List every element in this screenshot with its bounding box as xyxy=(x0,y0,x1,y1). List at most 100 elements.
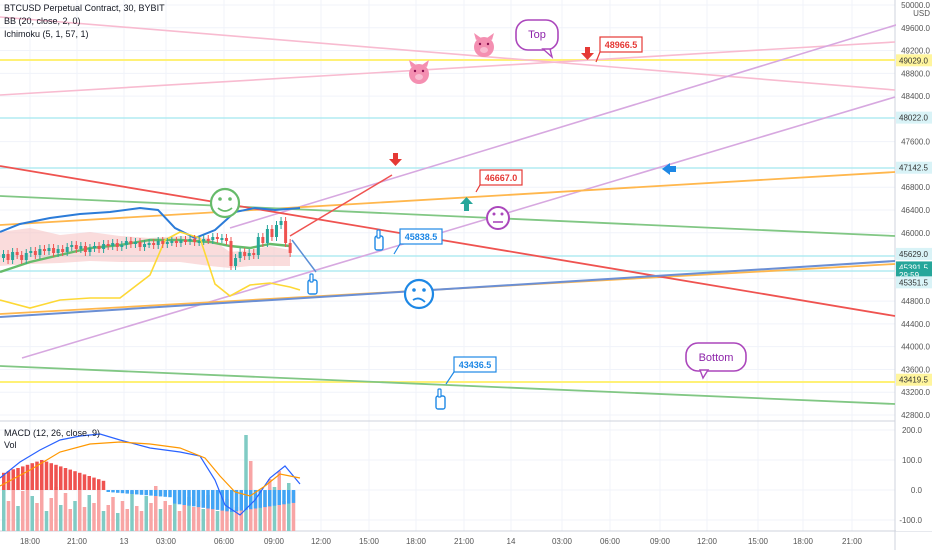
hand-pointer-icon[interactable] xyxy=(435,388,446,410)
projection-arrow-down[interactable] xyxy=(291,239,317,273)
candle-body xyxy=(6,254,10,260)
trend-lines xyxy=(0,13,932,405)
candle-body xyxy=(24,253,28,260)
volume-bar xyxy=(291,491,296,531)
trendline-red[interactable] xyxy=(0,165,896,317)
candle-body xyxy=(20,255,24,260)
candle-body xyxy=(120,245,124,247)
confused-face-icon[interactable] xyxy=(403,278,435,310)
neutral-face-icon[interactable] xyxy=(486,206,510,230)
vol-indicator-label[interactable]: Vol xyxy=(4,440,17,450)
price-note[interactable]: 48966.5 xyxy=(595,36,643,63)
price-note[interactable]: 45838.5 xyxy=(393,228,443,255)
macd-histogram-bar xyxy=(44,461,49,490)
ichimoku-indicator-label[interactable]: Ichimoku (5, 1, 57, 1) xyxy=(4,29,89,39)
candle-body xyxy=(224,238,228,241)
price-note[interactable]: 43436.5 xyxy=(445,356,497,385)
smiley-face-icon[interactable] xyxy=(209,187,241,219)
time-tick-label: 12:00 xyxy=(311,537,332,546)
candle-body xyxy=(147,243,151,245)
macd-indicator-label[interactable]: MACD (12, 26, close, 9) xyxy=(4,428,101,438)
pig-icon[interactable] xyxy=(474,33,494,57)
macd-histogram-bar xyxy=(87,476,91,490)
macd-histogram-bar xyxy=(192,490,196,507)
candle-body xyxy=(261,237,265,243)
projection-arrow-up[interactable] xyxy=(289,174,393,237)
price-tag-yellow xyxy=(896,54,932,67)
macd-histogram-bar xyxy=(196,490,201,508)
time-axis[interactable]: 18:00 21:00 13 03:00 06:00 09:00 12:00 15:00 18:… xyxy=(20,537,863,546)
trendline-blue[interactable] xyxy=(0,260,896,318)
candle-body xyxy=(61,249,65,252)
horizontal-levels xyxy=(0,59,895,383)
volume-bar xyxy=(35,503,39,531)
macd-histogram-bar xyxy=(187,490,191,506)
candle-body xyxy=(197,241,201,243)
time-tick-label: 03:00 xyxy=(156,537,177,546)
candle-body xyxy=(79,246,83,249)
price-note-label: 48966.5 xyxy=(605,40,638,50)
symbol-title[interactable]: BTCUSD Perpetual Contract, 30, BYBIT xyxy=(4,3,165,13)
volume-bar xyxy=(101,511,106,531)
volume-bar xyxy=(263,491,267,531)
candle-body xyxy=(252,253,256,255)
price-tag-cyan xyxy=(896,161,932,174)
volume-bar xyxy=(111,497,115,531)
volume-bar xyxy=(135,506,139,531)
volume-bar xyxy=(73,501,77,531)
pig-icon[interactable] xyxy=(409,60,429,84)
macd-histogram-bar xyxy=(106,490,110,492)
macd-histogram-bar xyxy=(291,490,296,503)
trendline-green-mid[interactable] xyxy=(0,195,896,237)
price-tag-label: 45629.0 xyxy=(899,250,928,259)
bollinger-lower xyxy=(0,231,301,309)
volume-bar xyxy=(196,501,201,531)
top-callout[interactable]: Top xyxy=(515,19,559,60)
volume-bar xyxy=(282,501,286,531)
candle-body xyxy=(188,239,192,241)
candle-body xyxy=(211,237,215,240)
candle-body xyxy=(111,243,115,246)
candle-body xyxy=(74,245,78,249)
volume-bar xyxy=(106,505,110,531)
macd-histogram-bar xyxy=(158,490,163,497)
trendline-orange[interactable] xyxy=(0,171,896,226)
arrow-up-icon[interactable] xyxy=(460,197,473,211)
time-tick-label: 21:00 xyxy=(842,537,863,546)
arrow-left-icon[interactable] xyxy=(662,163,676,175)
candle-body xyxy=(229,241,233,266)
arrow-down-icon[interactable] xyxy=(389,153,402,166)
hand-pointer-icon[interactable] xyxy=(374,229,384,251)
bb-indicator-label[interactable]: BB (20, close, 2, 0) xyxy=(4,16,81,26)
volume-bar xyxy=(215,511,220,531)
bottom-callout[interactable]: Bottom xyxy=(685,342,747,380)
macd-histogram-bar xyxy=(263,490,267,508)
candle-body xyxy=(247,253,251,256)
macd-histogram-bar xyxy=(2,472,6,490)
volume-bar xyxy=(225,499,229,531)
trendline-violet-lower[interactable] xyxy=(21,96,896,359)
candle-body xyxy=(106,244,110,246)
volume-bar xyxy=(144,496,148,531)
candle-body xyxy=(202,239,206,241)
time-tick-label: 09:00 xyxy=(650,537,671,546)
macd-histogram-bar xyxy=(168,490,172,498)
hand-pointer-icon[interactable] xyxy=(307,273,318,295)
trendline-violet-upper[interactable] xyxy=(229,13,932,229)
trendline-pink-rising[interactable] xyxy=(0,41,896,96)
candle-body xyxy=(138,242,142,247)
candle-body xyxy=(238,252,242,258)
macd-histogram-bar xyxy=(73,471,77,490)
trendline-pink-top[interactable] xyxy=(0,16,896,91)
trendline-green-low[interactable] xyxy=(0,365,896,405)
price-tag-label: 48022.0 xyxy=(899,114,928,123)
macd-histogram-bar xyxy=(111,490,115,493)
volume-bar xyxy=(177,511,182,531)
price-tag-label: 43419.5 xyxy=(899,376,928,385)
bollinger-upper xyxy=(0,206,301,240)
candle-body xyxy=(193,239,197,242)
time-tick-label: 18:00 xyxy=(406,537,427,546)
arrow-down-icon[interactable] xyxy=(581,47,594,60)
price-note[interactable]: 46667.0 xyxy=(475,169,523,193)
